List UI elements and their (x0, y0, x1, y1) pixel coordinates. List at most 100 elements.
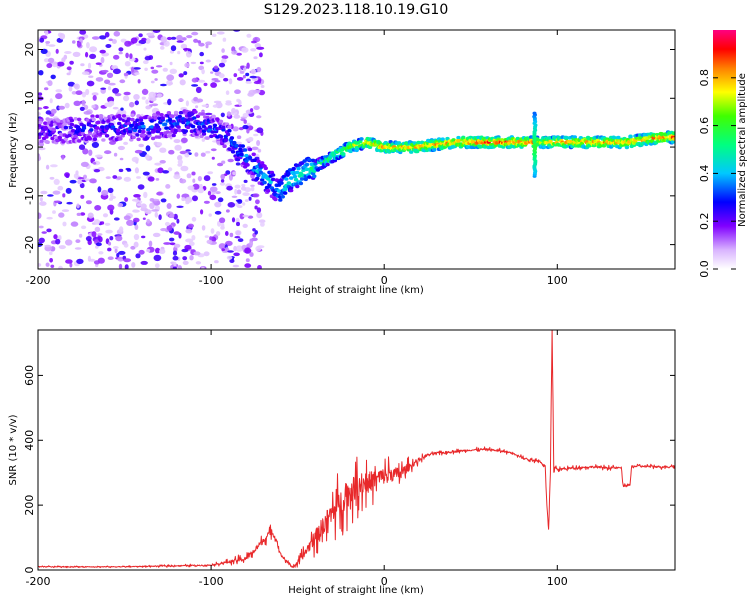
spectrogram-noise-blob (49, 98, 53, 104)
spectrogram-noise-blob (203, 175, 211, 182)
spectrogram-noise-blob (259, 52, 263, 58)
spectrogram-ridge-cell (671, 137, 675, 141)
spectrogram-noise-blob (56, 61, 65, 67)
spectrogram-noise-blob (252, 89, 261, 94)
spectrogram-noise-blob (237, 238, 244, 243)
spectrogram-noise-blob (192, 195, 198, 202)
spectrogram-noise-blob (117, 203, 124, 208)
spectrogram-noise-blob (118, 250, 126, 255)
spectrogram-noise-blob (192, 178, 196, 183)
spectrogram-noise-blob (50, 74, 56, 80)
spectrogram-ridge-cell (51, 127, 56, 132)
spectrogram-noise-blob (62, 221, 67, 227)
spectrogram-noise-blob (170, 45, 177, 52)
spectrogram-noise-blob (158, 214, 162, 221)
spectrogram-noise-blob (169, 213, 175, 218)
spectrogram-noise-blob (203, 82, 208, 87)
spectrogram-noise-blob (236, 98, 241, 103)
spectrogram-noise-blob (221, 160, 226, 164)
spectrogram-ridge-cell (195, 114, 201, 119)
spectrogram-ridge-cell (87, 137, 93, 141)
spectrogram-noise-blob (253, 56, 258, 60)
spectrogram-noise-blob (253, 133, 259, 137)
spectrogram-noise-blob (87, 212, 94, 219)
spectrogram-noise-blob (97, 186, 102, 193)
spectrogram-noise-blob (81, 225, 87, 230)
spectrogram-noise-blob (117, 256, 124, 262)
spectrogram-noise-blob (169, 237, 175, 242)
spectrogram-noise-blob (233, 252, 240, 257)
spectrogram-ridge-cell (212, 123, 218, 128)
spectrogram-noise-blob (256, 66, 262, 73)
spectrogram-ridge-cell (165, 130, 170, 134)
spectrogram-ridge-cell (286, 171, 291, 176)
spectrogram-noise-blob (133, 94, 140, 100)
spectrogram-ridge-cell (295, 184, 300, 189)
spectrogram-noise-blob (260, 222, 265, 227)
spectrogram-noise-blob (66, 66, 72, 71)
spectrogram-noise-blob (246, 62, 250, 69)
spectrogram-noise-blob (235, 245, 244, 252)
spectrogram-noise-blob (195, 105, 199, 109)
spectrogram-noise-blob (209, 194, 217, 201)
spectrogram-noise-blob (184, 244, 192, 250)
spectrogram-ridge-cell (542, 145, 547, 149)
spectrogram-noise-blob (74, 247, 82, 250)
spectrogram-ridge-cell (307, 158, 312, 162)
spectrogram-noise-blob (199, 51, 204, 57)
spectrogram-noise-blob (166, 224, 173, 232)
spectrogram-noise-blob (149, 202, 155, 209)
spectrogram-ridge-cell (117, 121, 122, 126)
spectrogram-noise-blob (119, 79, 126, 84)
spectrogram-noise-blob (222, 37, 227, 42)
spectrogram-ridge-cell (170, 114, 175, 119)
spectrogram-noise-blob (251, 146, 259, 151)
spectrogram-noise-blob (225, 90, 230, 95)
spectrogram-noise-blob (210, 71, 214, 74)
spectrogram-noise-blob (80, 212, 86, 216)
spectrogram-ridge-cell (416, 140, 421, 145)
spectrogram-ridge-cell (121, 114, 127, 118)
spectrogram-noise-blob (80, 63, 85, 67)
spectrogram-ridge-cell (106, 119, 111, 123)
spectrogram-ridge-cell (227, 128, 232, 133)
spectrogram-noise-blob (133, 67, 141, 70)
spectrogram-noise-blob (46, 228, 52, 233)
spectrogram-noise-blob (124, 264, 129, 269)
spectrogram-noise-blob (195, 86, 202, 94)
spectrogram-noise-blob (164, 221, 170, 227)
spectrogram-noise-blob (109, 197, 113, 201)
spectrogram-noise-blob (141, 96, 146, 100)
spectrogram-noise-blob (244, 263, 252, 268)
spectrogram-ridge-cell (303, 177, 308, 182)
spectrogram-noise-blob (146, 248, 151, 253)
spectrogram-ridge-cell (359, 137, 364, 141)
spectrogram-noise-blob (256, 127, 264, 134)
spectrogram-noise-blob (210, 82, 218, 88)
snr-x-tick-label: -100 (199, 575, 224, 588)
snr-y-tick-label: 600 (23, 365, 36, 386)
spectrogram-noise-blob (187, 185, 195, 191)
spectrogram-noise-blob (160, 198, 167, 203)
spectrogram-noise-blob (154, 211, 158, 218)
spectrogram-ridge-cell (240, 144, 245, 148)
spectrogram-noise-blob (38, 225, 44, 229)
spectrogram-noise-blob (154, 162, 162, 166)
spectrogram-noise-blob (138, 143, 144, 148)
spectrogram-noise-blob (125, 52, 129, 59)
spectrogram-noise-blob (38, 147, 46, 151)
spectrogram-noise-blob (113, 31, 121, 37)
spectrogram-noise-blob (170, 36, 177, 40)
spectrogram-noise-blob (205, 150, 211, 154)
spectrogram-noise-blob (242, 192, 250, 197)
spectrogram-ridge-cell (95, 114, 100, 119)
spectrogram-noise-blob (232, 171, 237, 176)
spectrogram-noise-blob (105, 44, 112, 48)
spectrogram-noise-blob (98, 236, 103, 243)
spectrogram-ridge-cell (624, 145, 630, 150)
spectrogram-ridge-cell (96, 120, 101, 125)
spectrogram-noise-blob (109, 192, 114, 198)
spectrogram-ridge-cell (77, 139, 82, 143)
spectrogram-noise-blob (73, 83, 78, 89)
spectrogram-noise-blob (44, 87, 49, 91)
